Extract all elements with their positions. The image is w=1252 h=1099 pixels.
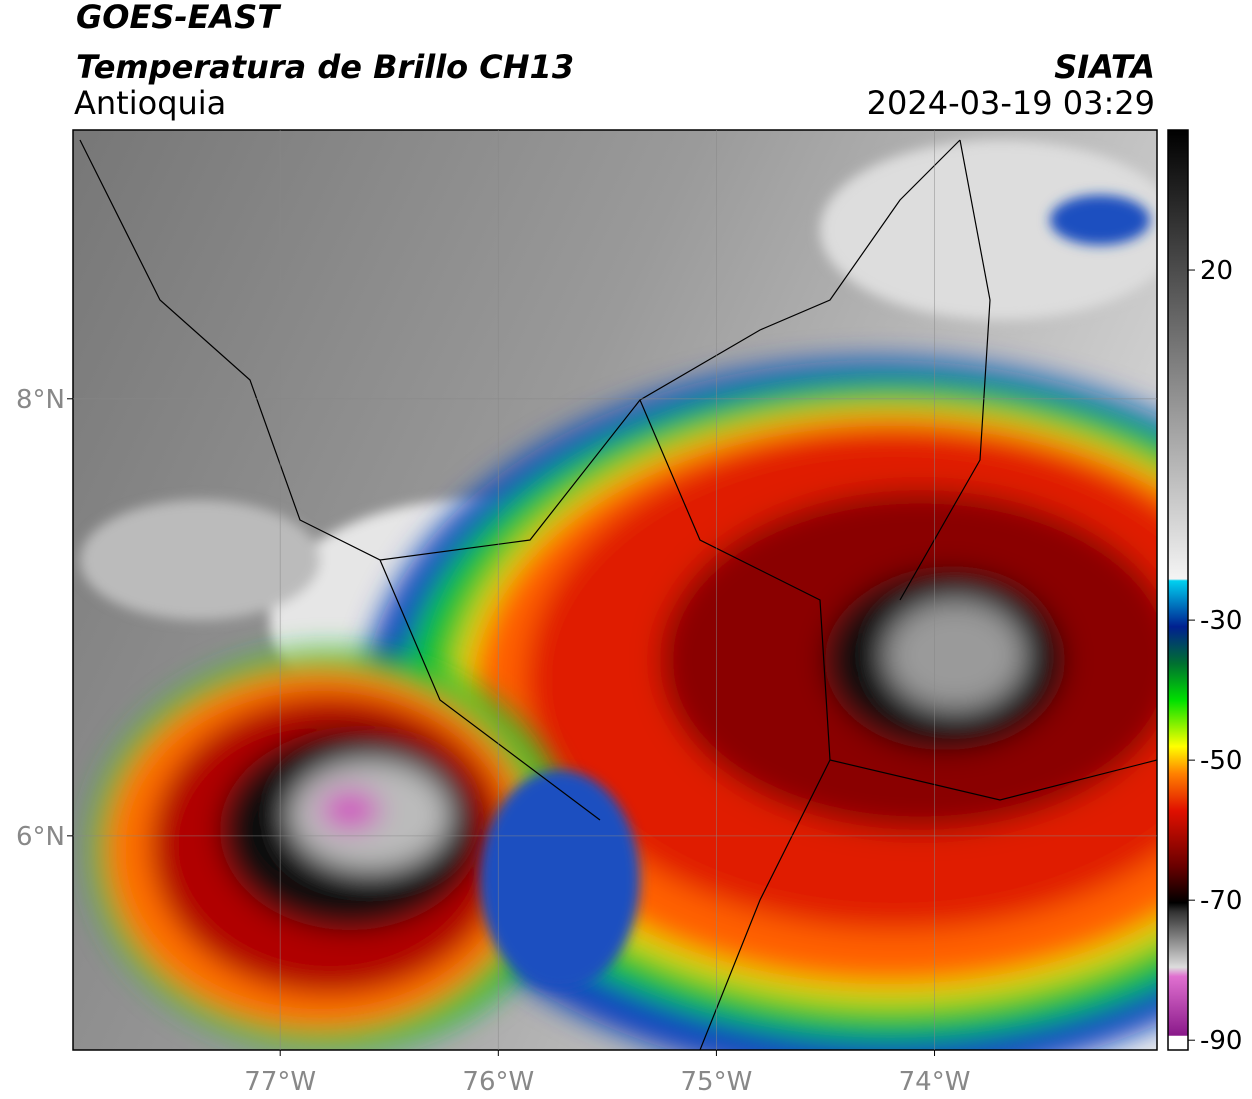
storm-small xyxy=(90,650,570,1050)
x-tick-label: 74°W xyxy=(899,1067,971,1097)
colorbar-label: -30 xyxy=(1200,606,1242,636)
colorbar-label: -90 xyxy=(1200,1026,1242,1056)
datetime: 2024-03-19 03:29 xyxy=(867,84,1155,122)
colorbar-label: -50 xyxy=(1200,746,1242,776)
map-frame xyxy=(72,129,1158,1051)
colorbar-label: -70 xyxy=(1200,886,1242,916)
y-tick-label: 8°N xyxy=(16,385,65,415)
y-tick-label: 6°N xyxy=(16,822,65,852)
source: SIATA xyxy=(1054,48,1155,86)
subtitle: Temperatura de Brillo CH13 xyxy=(76,48,574,86)
x-tick-label: 75°W xyxy=(681,1067,753,1097)
colorbar-label: 20 xyxy=(1200,256,1233,286)
colorbar xyxy=(1167,129,1189,1051)
x-tick-label: 76°W xyxy=(462,1067,534,1097)
satellite-image xyxy=(73,130,1157,1050)
region: Antioquia xyxy=(74,84,226,122)
x-tick-label: 77°W xyxy=(244,1067,316,1097)
title: GOES-EAST xyxy=(76,0,281,36)
